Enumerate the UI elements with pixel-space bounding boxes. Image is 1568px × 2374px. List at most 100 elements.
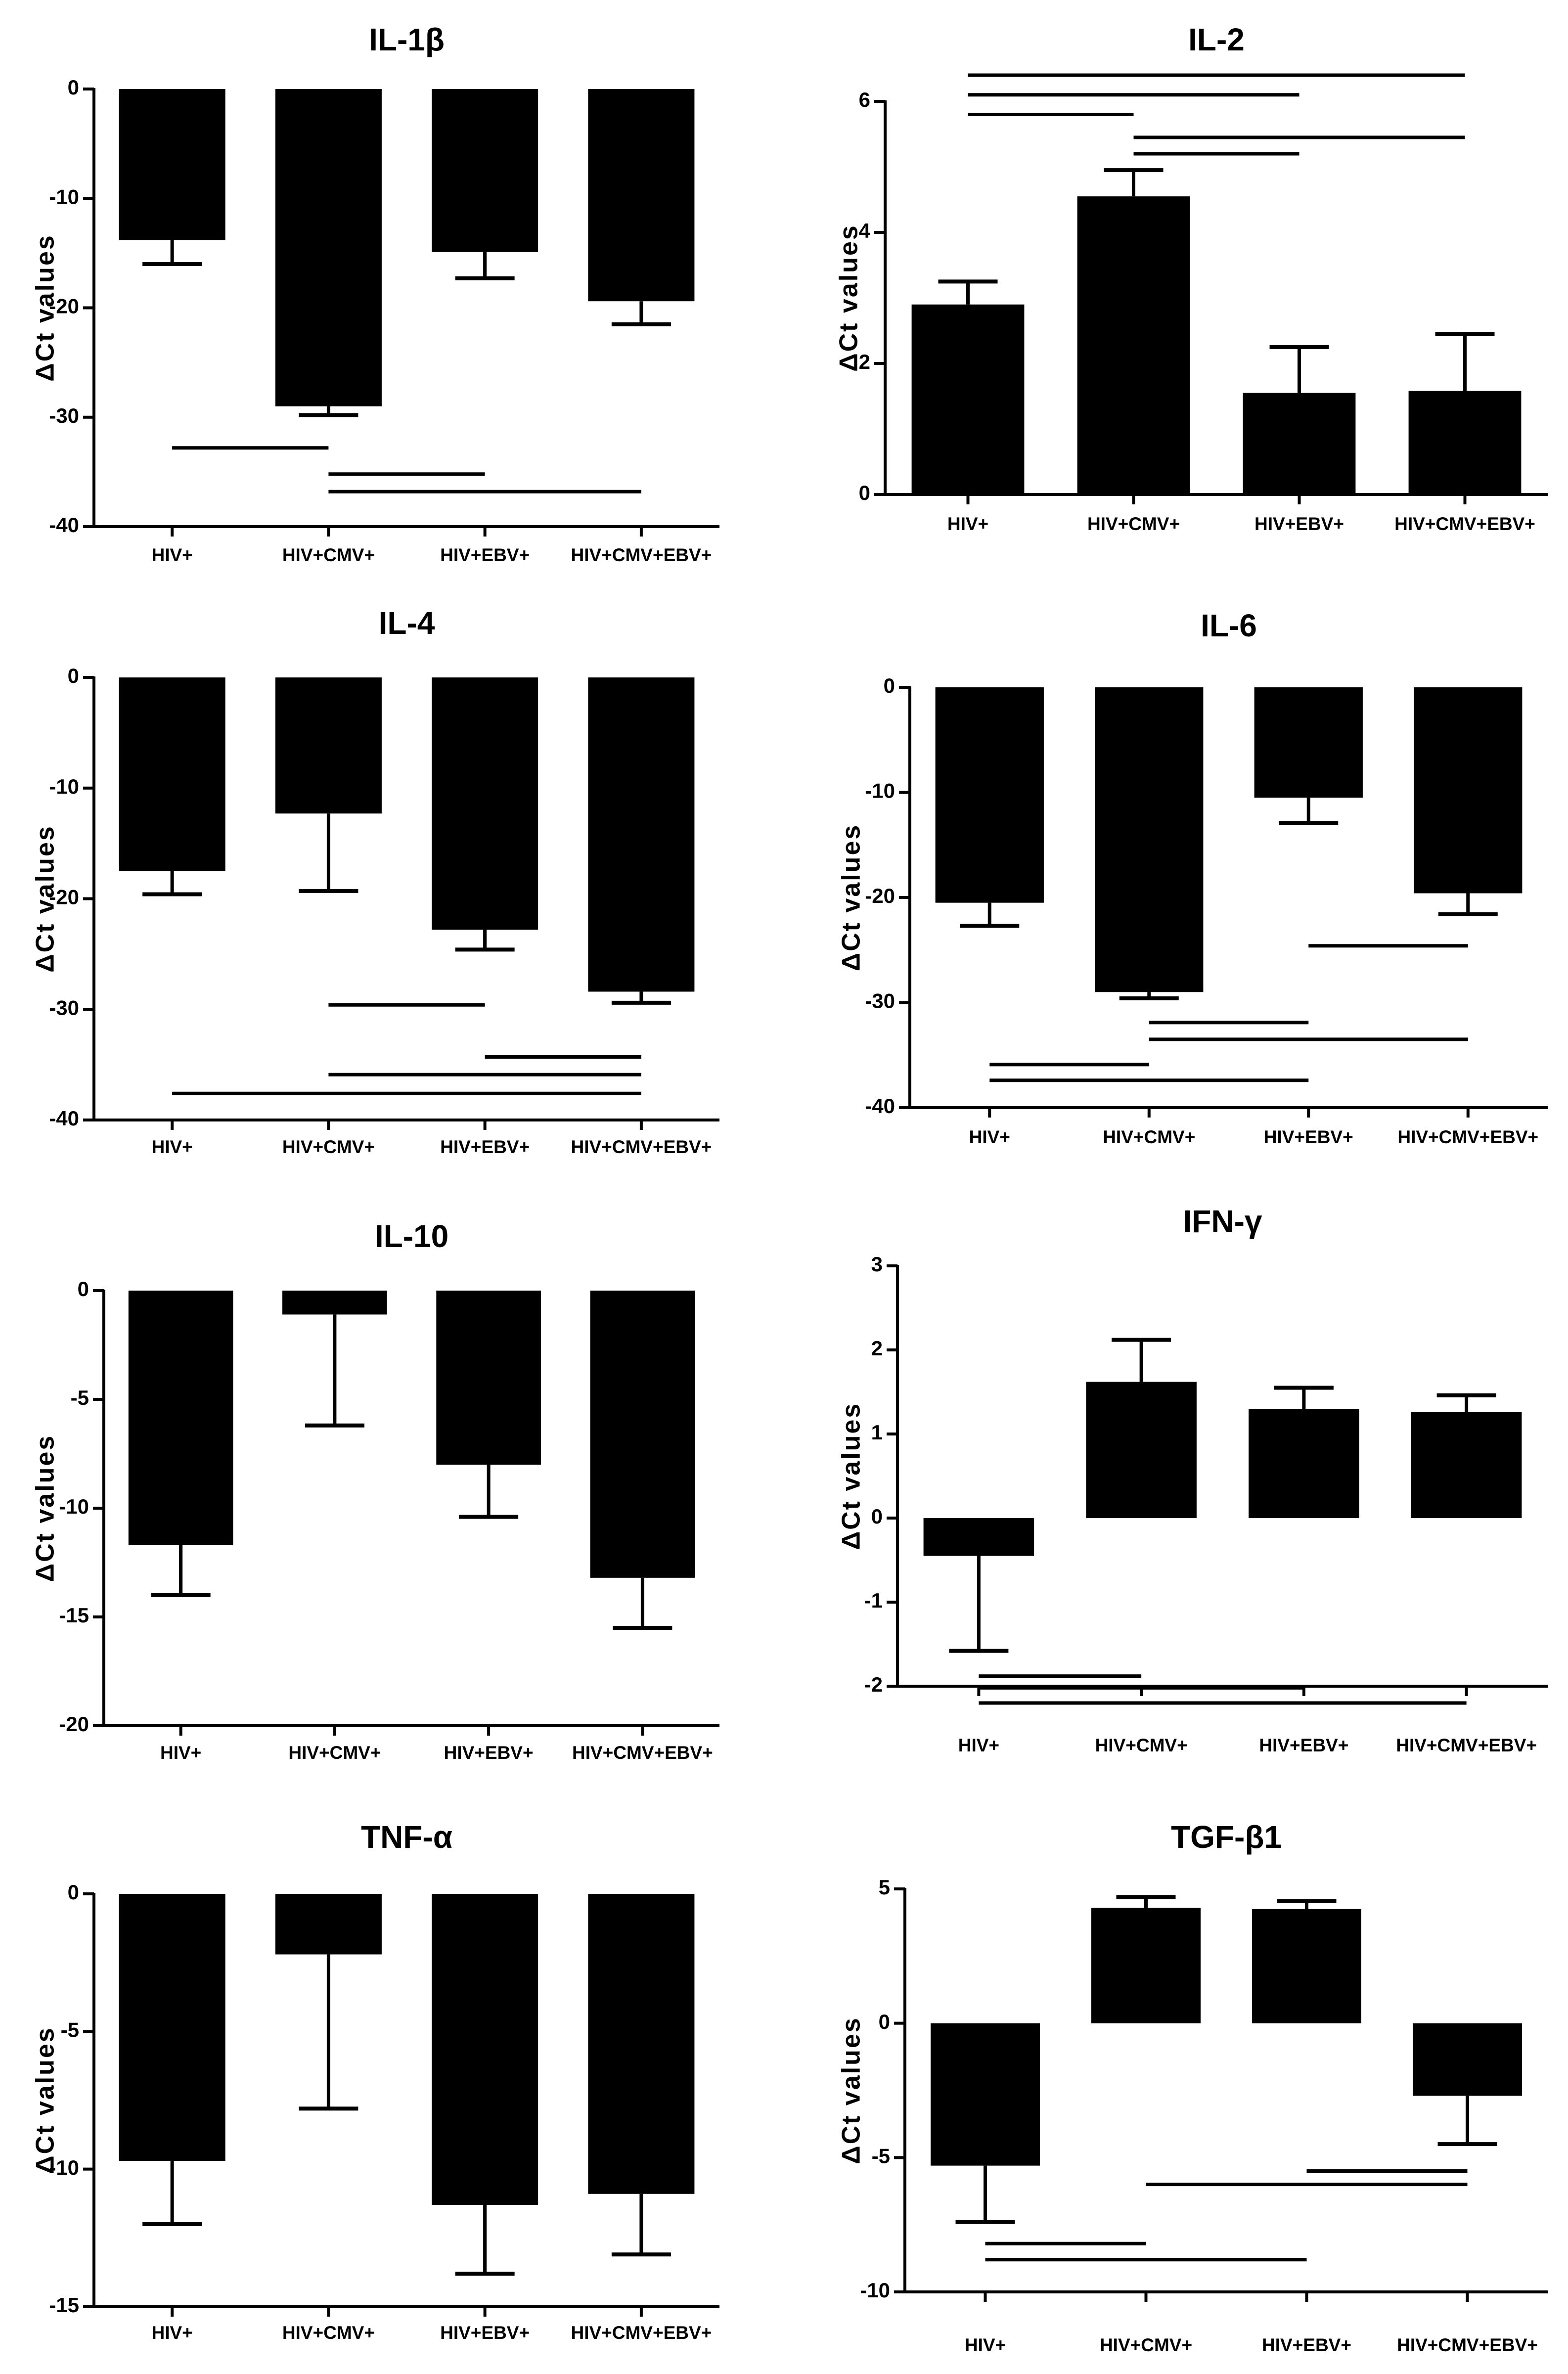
x-tick-label: HIV+EBV+ <box>444 1743 534 1763</box>
y-tick-label: -10 <box>49 2156 79 2179</box>
y-tick-label: -20 <box>49 295 79 318</box>
chart-title: IFN-γ <box>1183 1204 1262 1239</box>
bar <box>282 1291 387 1315</box>
x-tick-label: HIV+CMV+ <box>282 545 375 565</box>
y-tick-label: -20 <box>865 884 895 907</box>
x-tick-label: HIV+CMV+ <box>282 1137 375 1157</box>
x-tick-label: HIV+ <box>965 2335 1006 2355</box>
bar <box>128 1291 233 1545</box>
x-tick-label: HIV+CMV+ <box>282 2323 375 2343</box>
y-axis-label: ΔCt values <box>31 234 60 382</box>
bar <box>1086 1382 1197 1518</box>
bar <box>1254 687 1363 798</box>
bar <box>1252 1909 1361 2023</box>
y-tick-label: -30 <box>49 404 79 427</box>
chart-panel: IL-2 ΔCt values 0 2 4 6 HIV+ HIV+CMV+ HIV+EBV+ HI… <box>835 22 1548 534</box>
x-tick-label: HIV+ <box>151 545 192 565</box>
y-tick-label: -10 <box>49 185 79 208</box>
y-tick-label: 0 <box>859 481 870 504</box>
chart-panel: IL-10 ΔCt values 0 -5 -10 -15 -20 HIV+ HIV+CMV+ H… <box>31 1218 719 1763</box>
y-axis-label: ΔCt values <box>31 1434 60 1582</box>
x-tick-label: HIV+ <box>151 2323 192 2343</box>
x-tick-label: HIV+CMV+ <box>1100 2335 1192 2355</box>
y-tick-label: 3 <box>871 1253 883 1276</box>
y-axis-label: ΔCt values <box>835 224 863 372</box>
chart-panel: TNF-α ΔCt values 0 -5 -10 -15 HIV+ HIV+CMV+ HIV+… <box>31 1819 719 2343</box>
y-tick-label: -15 <box>59 1604 89 1627</box>
x-tick-label: HIV+ <box>958 1735 999 1755</box>
y-tick-label: 0 <box>879 2010 890 2033</box>
bar <box>1411 1412 1522 1518</box>
y-tick-label: 2 <box>859 350 870 373</box>
chart-title: IL-10 <box>375 1218 448 1254</box>
x-tick-label: HIV+CMV+EBV+ <box>1397 1127 1538 1147</box>
bar <box>911 304 1025 494</box>
bar <box>931 2023 1040 2166</box>
y-tick-label: -2 <box>864 1673 883 1696</box>
chart-panel: IL-6 ΔCt values 0 -10 -20 -30 -40 HIV+ HIV+CMV+ H… <box>837 608 1548 1147</box>
y-tick-label: -40 <box>865 1094 895 1118</box>
bar <box>436 1291 541 1465</box>
y-tick-label: 2 <box>871 1337 883 1360</box>
bar <box>1091 1908 1201 2023</box>
bar <box>1095 687 1204 992</box>
chart-panel: IL-4 ΔCt values 0 -10 -20 -30 -40 HIV+ HIV+CMV+ H… <box>31 605 719 1157</box>
bar <box>119 677 225 871</box>
y-axis-label: ΔCt values <box>837 824 866 972</box>
y-tick-label: 0 <box>68 76 79 99</box>
x-tick-label: HIV+EBV+ <box>440 545 530 565</box>
bar <box>935 687 1044 903</box>
y-tick-label: -30 <box>49 996 79 1019</box>
bar <box>432 89 538 252</box>
y-tick-label: -5 <box>71 1386 89 1409</box>
chart-title: IL-1β <box>369 22 445 57</box>
chart-title: IL-6 <box>1201 608 1257 643</box>
bar <box>1243 393 1356 494</box>
x-tick-label: HIV+ <box>969 1127 1010 1147</box>
x-tick-label: HIV+EBV+ <box>1262 2335 1351 2355</box>
y-tick-label: -15 <box>49 2293 79 2317</box>
bar <box>1249 1409 1359 1518</box>
y-tick-label: -10 <box>59 1495 89 1518</box>
x-tick-label: HIV+CMV+EBV+ <box>1396 1735 1537 1755</box>
bar <box>588 677 695 992</box>
x-tick-label: HIV+ <box>151 1137 192 1157</box>
y-tick-label: -10 <box>865 779 895 803</box>
y-axis-label: ΔCt values <box>31 2026 60 2174</box>
x-tick-label: HIV+CMV+ <box>1103 1127 1195 1147</box>
bar <box>1408 391 1522 494</box>
chart-title: IL-2 <box>1188 22 1245 57</box>
bar <box>275 1894 382 1955</box>
x-tick-label: HIV+ <box>947 514 988 534</box>
x-tick-label: HIV+CMV+EBV+ <box>1394 514 1535 534</box>
x-tick-label: HIV+EBV+ <box>440 1137 530 1157</box>
y-tick-label: 6 <box>859 88 870 111</box>
bar <box>1077 196 1190 494</box>
y-tick-label: -10 <box>49 775 79 798</box>
y-tick-label: -40 <box>49 513 79 537</box>
chart-title: TGF-β1 <box>1171 1819 1282 1855</box>
x-tick-label: HIV+CMV+EBV+ <box>571 1137 712 1157</box>
y-tick-label: 0 <box>68 664 79 687</box>
bar <box>588 1894 695 2194</box>
bar <box>590 1291 695 1578</box>
x-tick-label: HIV+CMV+ <box>1095 1735 1188 1755</box>
y-axis-label: ΔCt values <box>837 1402 866 1550</box>
x-tick-label: HIV+CMV+ <box>288 1743 381 1763</box>
chart-panel: IL-1β ΔCt values 0 -10 -20 -30 -40 HIV+ HIV+CMV+… <box>31 22 719 565</box>
y-axis-label: ΔCt values <box>31 825 60 973</box>
x-tick-label: HIV+CMV+EBV+ <box>1397 2335 1538 2355</box>
bar <box>1413 2023 1522 2096</box>
y-tick-label: -5 <box>872 2144 890 2167</box>
chart-title: TNF-α <box>361 1819 452 1855</box>
x-tick-label: HIV+CMV+EBV+ <box>571 545 712 565</box>
y-tick-label: 1 <box>871 1421 883 1444</box>
y-tick-label: -30 <box>865 989 895 1013</box>
x-tick-label: HIV+EBV+ <box>1264 1127 1353 1147</box>
y-tick-label: -20 <box>49 886 79 909</box>
x-tick-label: HIV+EBV+ <box>440 2323 530 2343</box>
bar <box>432 677 538 930</box>
y-tick-label: 0 <box>884 674 895 697</box>
bar <box>119 1894 225 2161</box>
